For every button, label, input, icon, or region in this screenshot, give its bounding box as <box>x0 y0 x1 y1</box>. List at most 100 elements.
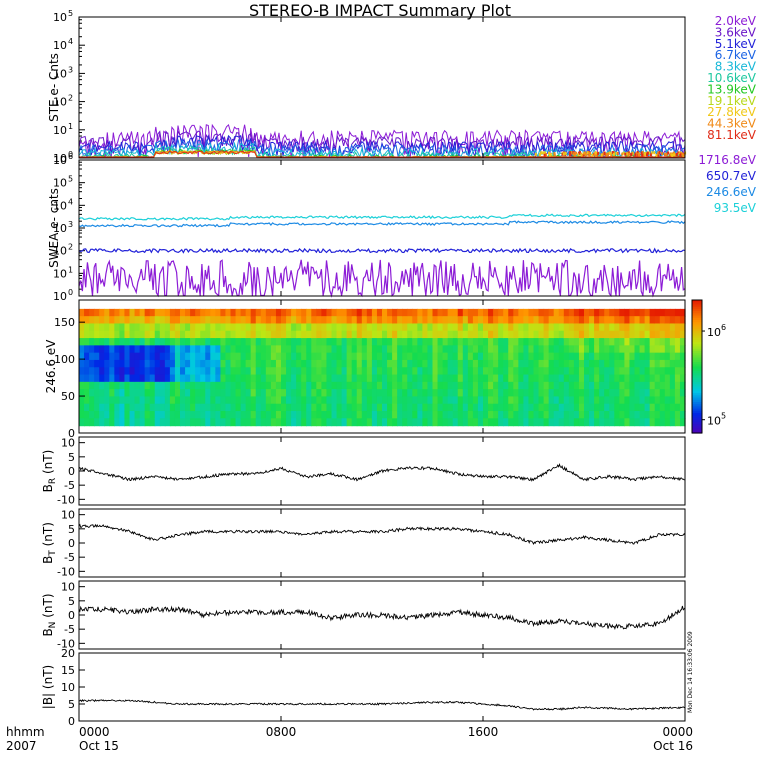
pad-cell <box>371 381 378 390</box>
colorbar-band <box>692 344 702 348</box>
pad-cell <box>402 389 408 398</box>
pad-cell <box>392 345 398 354</box>
bt-ytick-label-3: 5 <box>68 523 75 536</box>
pad-cell <box>190 330 196 339</box>
colorbar-band <box>692 375 702 379</box>
pad-cell <box>447 330 454 339</box>
pad-cell <box>144 316 151 325</box>
bmag-ytick-label-2: 10 <box>61 681 75 694</box>
pad-cell <box>195 338 201 346</box>
pad-cell <box>417 411 423 419</box>
pad-cell <box>483 338 489 346</box>
pad-cell <box>84 374 90 383</box>
pad-cell <box>679 418 686 427</box>
pad-cell <box>472 403 479 412</box>
pad-cell <box>629 316 636 325</box>
pad-cell <box>518 418 524 427</box>
pad-cell <box>174 338 181 346</box>
pad-cell <box>462 338 469 346</box>
pad-cell <box>366 352 373 361</box>
pad-cell <box>371 403 378 412</box>
pad-cell <box>306 411 312 419</box>
pad-cell <box>432 389 439 398</box>
pad-cell <box>210 338 216 346</box>
pad-cell <box>578 389 585 398</box>
pad-cell <box>679 389 686 398</box>
pad-cell <box>503 316 509 325</box>
pad-cell <box>619 396 625 405</box>
ste-burst <box>589 151 592 155</box>
pad-cell <box>321 345 328 354</box>
pad-cell <box>584 323 590 332</box>
pad-cell <box>488 338 494 346</box>
pad-cell <box>119 403 126 412</box>
pad-cell <box>225 367 232 376</box>
pad-cell <box>235 389 242 398</box>
pad-cell <box>225 352 232 361</box>
pad-cell <box>659 316 666 325</box>
pad-cell <box>94 374 100 383</box>
pad-cell <box>270 345 277 354</box>
pad-cell <box>589 330 595 339</box>
pad-cell <box>644 374 651 383</box>
pad-cell <box>94 345 100 354</box>
pad-cell <box>437 381 444 390</box>
pad-cell <box>164 345 171 354</box>
pad-cell <box>270 316 277 325</box>
pad-cell <box>644 323 651 332</box>
pad-cell <box>154 367 161 376</box>
pad-cell <box>366 338 373 346</box>
ste-burst <box>569 151 572 155</box>
pad-cell <box>503 374 509 383</box>
pad-cell <box>503 411 509 419</box>
colorbar-band <box>692 328 702 332</box>
pad-cell <box>180 403 186 412</box>
pad-cell <box>452 323 459 332</box>
pad-cell <box>467 396 474 405</box>
pad-cell <box>326 359 333 368</box>
pad-cell <box>265 396 272 405</box>
pad-cell <box>483 330 489 339</box>
pad-cell <box>119 345 126 354</box>
pad-cell <box>563 330 570 339</box>
pad-cell <box>286 367 292 376</box>
pad-cell <box>513 330 519 339</box>
pad-cell <box>604 403 610 412</box>
pad-cell <box>240 418 247 427</box>
pad-cell <box>174 381 181 390</box>
pad-cell <box>225 403 232 412</box>
pad-cell <box>210 396 216 405</box>
pad-cell <box>483 316 489 325</box>
pad-cell <box>538 330 545 339</box>
pad-cell <box>154 323 161 332</box>
pad-cell <box>255 338 262 346</box>
colorbar-band <box>692 388 702 392</box>
bmag-ytick-label-4: 20 <box>61 647 75 660</box>
pad-cell <box>250 381 257 390</box>
pad-cell <box>286 374 292 383</box>
bt-ytick-label-2: 0 <box>68 537 75 550</box>
ste-burst <box>607 152 609 156</box>
pad-cell <box>301 403 307 412</box>
pad-cell <box>270 396 277 405</box>
pad-cell <box>447 374 454 383</box>
pad-cell <box>205 338 211 346</box>
pad-cell <box>503 359 509 368</box>
pad-cell <box>89 352 95 361</box>
pad-cell <box>321 352 328 361</box>
pad-cell <box>169 345 176 354</box>
pad-cell <box>190 316 196 325</box>
pad-cell <box>139 352 146 361</box>
pad-cell <box>174 308 181 317</box>
pad-cell <box>124 411 131 419</box>
pad-cell <box>619 367 625 376</box>
pad-cell <box>255 374 262 383</box>
ste-burst <box>595 153 598 157</box>
pad-cell <box>99 367 105 376</box>
pad-cell <box>589 411 595 419</box>
pad-cell <box>114 338 120 346</box>
bmag-trace <box>78 698 686 711</box>
ste-burst <box>572 152 575 156</box>
pad-cell <box>402 308 408 317</box>
pad-cell <box>356 352 363 361</box>
